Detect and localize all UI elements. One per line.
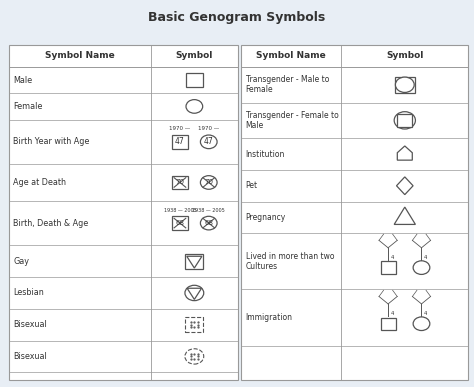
- Text: 4: 4: [424, 255, 427, 260]
- Polygon shape: [397, 177, 413, 195]
- Bar: [9, 45, 238, 380]
- Circle shape: [413, 261, 430, 274]
- Text: Pregnancy: Pregnancy: [246, 213, 286, 222]
- Bar: [381, 262, 396, 274]
- Text: Symbol: Symbol: [386, 51, 423, 60]
- Circle shape: [201, 135, 217, 149]
- Bar: [185, 317, 203, 332]
- Text: 4: 4: [391, 255, 394, 260]
- Circle shape: [201, 176, 217, 189]
- Bar: [186, 73, 203, 87]
- Text: 70: 70: [204, 180, 213, 185]
- Bar: [172, 176, 188, 189]
- Text: Institution: Institution: [246, 149, 285, 159]
- Text: 4: 4: [391, 311, 394, 316]
- Text: 68: 68: [175, 220, 184, 226]
- Text: 4: 4: [424, 311, 427, 316]
- Text: Transgender - Female to
Male: Transgender - Female to Male: [246, 111, 338, 130]
- Circle shape: [394, 112, 415, 129]
- Text: Lesbian: Lesbian: [13, 288, 44, 298]
- Bar: [241, 45, 468, 380]
- Text: 68: 68: [204, 220, 213, 226]
- Text: Immigration: Immigration: [246, 313, 292, 322]
- Text: Female: Female: [13, 102, 43, 111]
- Text: Age at Death: Age at Death: [13, 178, 66, 187]
- Bar: [185, 254, 203, 269]
- Text: Symbol Name: Symbol Name: [45, 51, 115, 60]
- Circle shape: [201, 216, 217, 230]
- Text: Basic Genogram Symbols: Basic Genogram Symbols: [148, 11, 326, 24]
- Text: Symbol Name: Symbol Name: [256, 51, 326, 60]
- Text: Transgender - Male to
Female: Transgender - Male to Female: [246, 75, 329, 94]
- Text: Male: Male: [13, 75, 32, 85]
- Bar: [395, 77, 415, 93]
- Text: 47: 47: [175, 137, 185, 146]
- Text: Birth Year with Age: Birth Year with Age: [13, 137, 90, 146]
- Text: Symbol: Symbol: [176, 51, 213, 60]
- Polygon shape: [394, 207, 415, 224]
- Polygon shape: [187, 256, 202, 268]
- Bar: [172, 135, 188, 149]
- Text: 1938 — 2005: 1938 — 2005: [192, 207, 225, 212]
- Polygon shape: [187, 288, 201, 300]
- Text: Birth, Death & Age: Birth, Death & Age: [13, 219, 89, 228]
- Polygon shape: [397, 146, 412, 160]
- Bar: [172, 216, 188, 230]
- Text: 1970 —: 1970 —: [198, 126, 219, 131]
- Circle shape: [185, 349, 204, 364]
- Text: Bisexual: Bisexual: [13, 352, 47, 361]
- Text: 47: 47: [204, 137, 214, 146]
- Text: Bisexual: Bisexual: [13, 320, 47, 329]
- Text: Gay: Gay: [13, 257, 29, 266]
- Circle shape: [185, 285, 204, 301]
- Circle shape: [395, 77, 414, 92]
- Text: Pet: Pet: [246, 181, 258, 190]
- Text: Lived in more than two
Cultures: Lived in more than two Cultures: [246, 252, 334, 271]
- Circle shape: [186, 99, 203, 113]
- Text: 1970 —: 1970 —: [169, 126, 191, 131]
- Text: 1938 — 2005: 1938 — 2005: [164, 207, 196, 212]
- Bar: [397, 114, 412, 127]
- Bar: [381, 317, 396, 330]
- Text: 70: 70: [175, 180, 184, 185]
- Circle shape: [413, 317, 430, 330]
